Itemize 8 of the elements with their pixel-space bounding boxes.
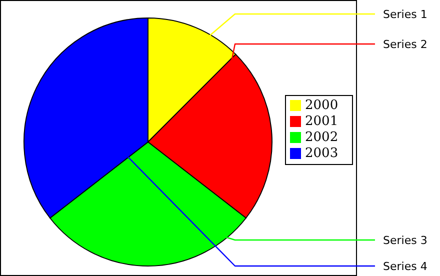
data-label: Series 2: [383, 38, 428, 51]
legend-label: 2001: [305, 114, 338, 129]
legend-label: 2002: [305, 130, 338, 145]
data-label: Series 1: [383, 8, 428, 21]
legend-label: 2000: [305, 98, 338, 113]
legend-label: 2003: [305, 146, 338, 161]
data-label: Series 3: [383, 234, 428, 247]
data-label: Series 4: [383, 260, 428, 273]
